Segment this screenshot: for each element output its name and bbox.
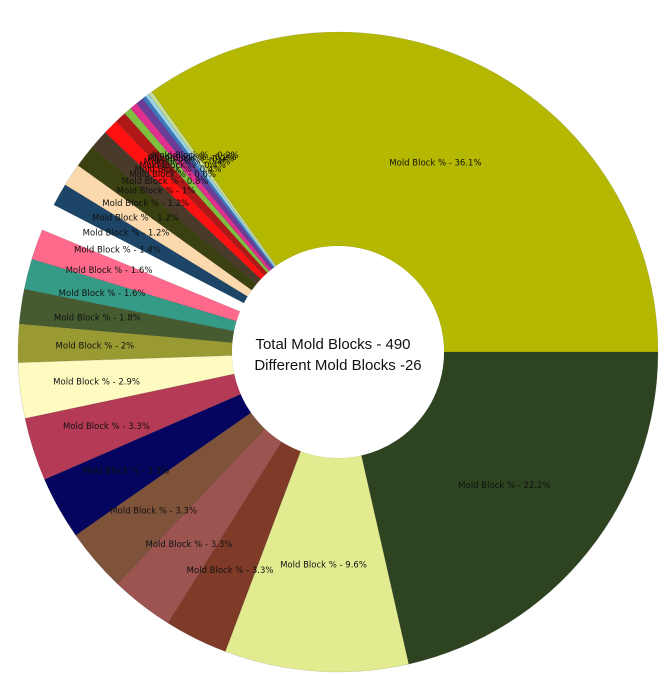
slice-label: Mold Block % - 0.2%	[147, 155, 234, 165]
slice-label: Mold Block % - 0.8%	[122, 177, 209, 187]
slice-label: Mold Block % - 1%	[117, 187, 196, 197]
slice-label: Mold Block % - 1.8%	[54, 313, 141, 323]
slice-label: Mold Block % - 3.3%	[145, 540, 232, 550]
slice-label: Mold Block % - 0.4%	[135, 165, 222, 175]
center-text-different: Different Mold Blocks -26	[254, 357, 421, 374]
center-text-total: Total Mold Blocks - 490	[255, 336, 410, 353]
slice-label: Mold Block % - 2%	[56, 341, 135, 351]
slice-label: Mold Block % - 3.3%	[63, 422, 150, 432]
slice-label: Mold Block % - 1.2%	[102, 199, 189, 209]
slice-label: Mold Block % - 0.6%	[129, 170, 216, 180]
slice-label: Mold Block % - 22.2%	[458, 481, 550, 491]
slice-label: Mold Block % - 1.6%	[66, 266, 153, 276]
slice-label: Mold Block % - 36.1%	[389, 159, 481, 169]
slice-label: Mold Block % - 0.2%	[150, 153, 237, 163]
slice-label: Mold Block % - 3.3%	[110, 507, 197, 517]
slice-label: Mold Block % - 0.4%	[139, 161, 226, 171]
slice-label: Mold Block % - 1.2%	[83, 229, 170, 239]
slice-label: Mold Block % - 9.6%	[280, 561, 367, 571]
slice-label: Mold Block % - 3.3%	[187, 566, 274, 576]
slices-group	[17, 31, 659, 673]
slice-label: Mold Block % - 1.2%	[92, 214, 179, 224]
donut-hole	[232, 246, 444, 458]
pie-slice	[142, 95, 275, 269]
slice-label: Mold Block % - 0.2%	[152, 151, 239, 161]
slice-label: Mold Block % - 1.6%	[59, 289, 146, 299]
slice-label: Mold Block % - 2.9%	[53, 378, 140, 388]
slice-label: Mold Block % - 3.3%	[82, 467, 169, 477]
slice-label: Mold Block % - 0.4%	[144, 157, 231, 167]
slice-label: Mold Block % - 1.4%	[74, 246, 161, 256]
labels-group: Mold Block % - 36.1%Mold Block % - 0.2%M…	[53, 151, 550, 576]
